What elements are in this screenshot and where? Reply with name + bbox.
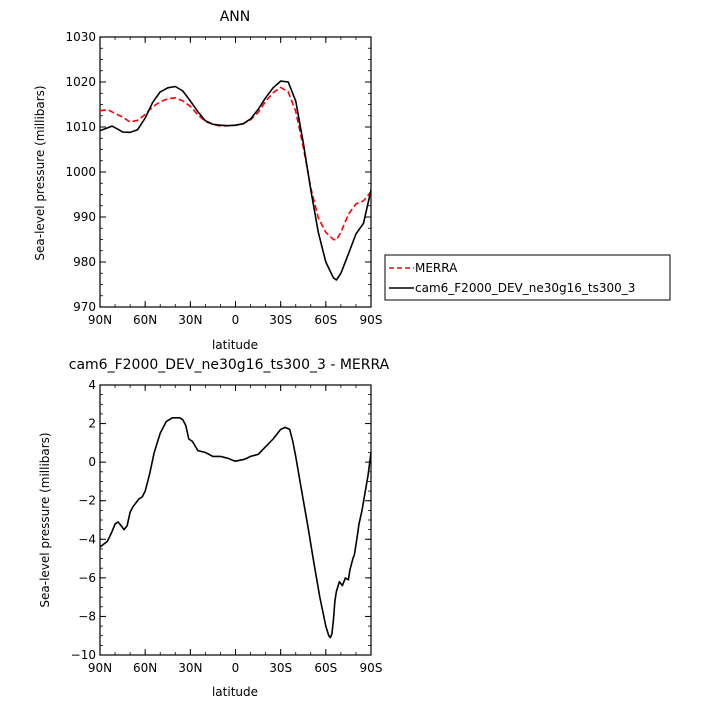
top-x-tick-label: 90N — [88, 313, 112, 327]
top-y-tick-label: 970 — [73, 300, 96, 314]
top-y-axis-label: Sea-level pressure (millibars) — [33, 85, 47, 260]
top-x-tick-label: 90S — [360, 313, 383, 327]
bottom-plot-frame — [99, 384, 372, 656]
bottom-chart-title: cam6_F2000_DEV_ne30g16_ts300_3 - MERRA — [69, 357, 390, 373]
bottom-y-tick-label: 4 — [88, 378, 96, 392]
top-plot-area: 90N 60N 30N 0 30S 60S 90S 970 980 990 1000 1010 1020… — [65, 30, 382, 327]
top-x-tick-label: 60N — [133, 313, 157, 327]
top-chart-title: ANN — [220, 9, 251, 25]
panel-bottom: cam6_F2000_DEV_ne30g16_ts300_3 - MERRA S… — [38, 357, 390, 699]
bottom-plot-area: 90N 60N 30N 0 30S 60S 90S −10 −8 −6 −4 −2 0 2 4 — [71, 378, 383, 675]
bottom-x-tick-label: 0 — [232, 661, 240, 675]
legend-label-merra: MERRA — [415, 261, 458, 275]
bottom-x-tick-label: 30N — [178, 661, 202, 675]
bottom-y-tick-label: −4 — [78, 532, 96, 546]
top-y-tick-label: 1000 — [65, 165, 96, 179]
bottom-y-tick-label: −2 — [78, 494, 96, 508]
bottom-x-tick-label: 90S — [360, 661, 383, 675]
bottom-y-axis-label: Sea-level pressure (millibars) — [38, 432, 52, 607]
bottom-x-tick-label: 90N — [88, 661, 112, 675]
bottom-y-tick-label: 0 — [88, 455, 96, 469]
top-y-tick-label: 1010 — [65, 120, 96, 134]
legend: MERRA cam6_F2000_DEV_ne30g16_ts300_3 — [384, 254, 671, 301]
top-y-tick-label: 980 — [73, 255, 96, 269]
top-x-tick-label: 60S — [314, 313, 337, 327]
legend-label-model: cam6_F2000_DEV_ne30g16_ts300_3 — [415, 281, 635, 295]
panel-top: ANN Sea-level pressure (millibars) latit… — [33, 9, 382, 352]
bottom-y-tick-label: −8 — [78, 609, 96, 623]
bottom-y-tick-label: −10 — [71, 648, 96, 662]
top-y-tick-label: 1020 — [65, 75, 96, 89]
top-x-tick-label: 0 — [232, 313, 240, 327]
bottom-x-tick-label: 30S — [269, 661, 292, 675]
top-x-tick-label: 30S — [269, 313, 292, 327]
bottom-x-tick-label: 60S — [314, 661, 337, 675]
top-x-tick-label: 30N — [178, 313, 202, 327]
bottom-x-tick-label: 60N — [133, 661, 157, 675]
top-plot-frame — [99, 36, 372, 308]
bottom-y-tick-label: 2 — [88, 417, 96, 431]
top-series-merra-line — [99, 86, 372, 241]
bottom-series-model-line — [99, 417, 372, 639]
top-x-axis-label: latitude — [212, 338, 258, 352]
legend-box — [384, 254, 671, 301]
top-y-tick-label: 1030 — [65, 30, 96, 44]
bottom-y-tick-label: −6 — [78, 571, 96, 585]
top-series-model-line — [99, 80, 372, 281]
bottom-x-axis-label: latitude — [212, 685, 258, 699]
top-y-tick-label: 990 — [73, 210, 96, 224]
